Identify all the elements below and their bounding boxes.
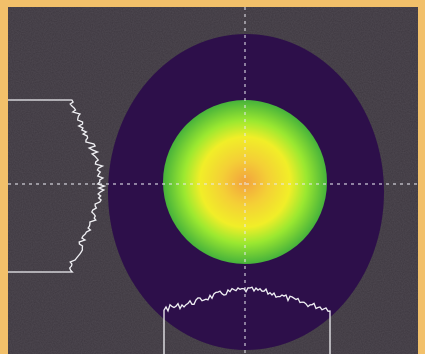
beam-profile-view xyxy=(8,7,418,354)
beam-profiler-display xyxy=(8,7,418,354)
